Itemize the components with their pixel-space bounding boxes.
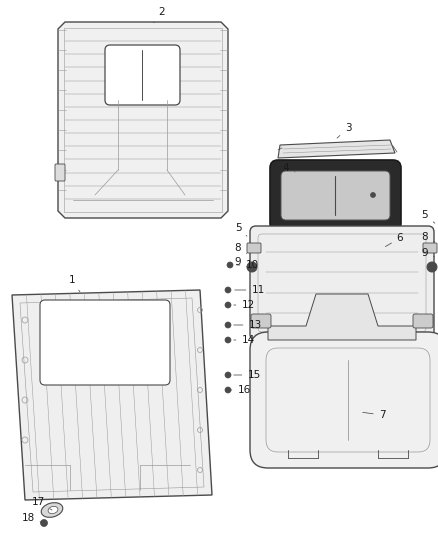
Circle shape [227,262,233,268]
Text: 13: 13 [234,320,261,330]
FancyBboxPatch shape [40,300,170,385]
Text: 4: 4 [283,163,295,173]
FancyBboxPatch shape [251,314,271,328]
Text: 5: 5 [422,210,435,223]
Circle shape [40,520,47,527]
Text: 9: 9 [422,248,434,258]
FancyBboxPatch shape [105,45,180,105]
Circle shape [225,387,231,393]
Text: 18: 18 [21,513,41,523]
Text: 8: 8 [422,232,434,242]
Text: 10: 10 [237,260,258,270]
Text: 2: 2 [154,7,165,23]
Text: 5: 5 [235,223,247,236]
Text: 6: 6 [385,233,403,247]
FancyBboxPatch shape [423,243,437,253]
FancyBboxPatch shape [250,226,434,340]
Circle shape [225,302,231,308]
Circle shape [225,322,231,328]
Text: 8: 8 [235,243,247,254]
Text: 15: 15 [234,370,261,380]
FancyBboxPatch shape [250,332,438,468]
FancyBboxPatch shape [413,314,433,328]
Polygon shape [278,140,395,158]
Polygon shape [268,294,416,340]
Text: 16: 16 [231,385,251,395]
Circle shape [225,372,231,378]
Text: 1: 1 [69,275,80,292]
Circle shape [225,287,231,293]
Text: 12: 12 [234,300,254,310]
Circle shape [427,262,437,272]
FancyBboxPatch shape [281,171,390,220]
Circle shape [250,264,254,270]
Text: 7: 7 [363,410,385,420]
Circle shape [247,262,257,272]
FancyBboxPatch shape [270,160,401,231]
Text: 14: 14 [234,335,254,345]
Text: 11: 11 [235,285,265,295]
FancyBboxPatch shape [55,164,65,181]
Circle shape [225,337,231,343]
Circle shape [430,264,434,270]
Text: 3: 3 [337,123,351,138]
Ellipse shape [48,506,58,514]
Text: 9: 9 [235,257,247,267]
FancyBboxPatch shape [247,243,261,253]
Polygon shape [12,290,212,500]
Text: 17: 17 [32,497,52,510]
Circle shape [371,192,375,198]
Polygon shape [58,22,228,218]
Ellipse shape [41,503,63,518]
